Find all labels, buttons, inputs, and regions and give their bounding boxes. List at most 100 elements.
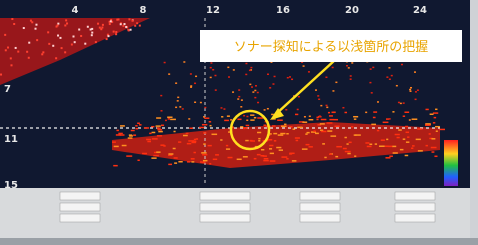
echo-dot [411, 147, 413, 149]
echo-dot [120, 125, 125, 127]
echo-dot [128, 137, 133, 139]
echo-dot [188, 118, 190, 120]
echo-dot [289, 126, 292, 128]
echo-dot [257, 92, 259, 94]
echo-dot [284, 124, 286, 126]
echo-dot [403, 138, 406, 140]
echo-dot [238, 89, 240, 91]
left-label: 11 [4, 134, 18, 145]
echo-dot [354, 155, 356, 157]
echo-dot [161, 125, 164, 127]
echo-dot [122, 145, 127, 147]
echo-dot [35, 24, 37, 26]
echo-dot [263, 124, 266, 126]
echo-dot [126, 155, 132, 157]
echo-dot [286, 158, 288, 160]
echo-dot [116, 19, 118, 21]
echo-dot [4, 34, 6, 36]
echo-dot [227, 115, 230, 117]
echo-dot [246, 120, 248, 122]
echo-dot [188, 140, 194, 142]
echo-dot [430, 114, 434, 116]
echo-dot [215, 89, 217, 91]
echo-dot [335, 156, 338, 158]
echo-dot [199, 127, 204, 128]
echo-dot [178, 141, 181, 143]
echo-dot [375, 143, 377, 145]
echo-dot [175, 107, 177, 109]
echo-dot [232, 91, 234, 93]
echo-dot [175, 82, 177, 84]
echo-dot [388, 146, 393, 148]
echo-dot [317, 95, 319, 97]
echo-dot [13, 23, 15, 25]
echo-dot [91, 32, 93, 34]
echo-dot [203, 143, 206, 145]
echo-dot [403, 115, 405, 117]
echo-dot [129, 134, 132, 136]
echo-dot [107, 35, 109, 37]
echo-dot [214, 75, 216, 77]
echo-dot [257, 132, 261, 134]
echo-dot [373, 111, 377, 113]
echo-dot [434, 117, 436, 119]
echo-dot [322, 143, 325, 145]
echo-dot [371, 92, 373, 94]
echo-dot [309, 146, 313, 148]
echo-dot [133, 134, 136, 136]
echo-dot [410, 87, 412, 89]
echo-dot [245, 74, 247, 76]
echo-dot [389, 118, 391, 120]
echo-dot [385, 157, 390, 159]
echo-dot [396, 85, 398, 87]
echo-dot [28, 57, 30, 59]
echo-dot [274, 140, 276, 142]
echo-dot [295, 114, 298, 116]
echo-dot [316, 117, 318, 119]
echo-dot [190, 86, 192, 88]
echo-dot [321, 131, 326, 133]
left-label: 7 [4, 84, 11, 95]
echo-dot [327, 130, 332, 132]
echo-dot [249, 70, 251, 72]
echo-dot [365, 142, 369, 144]
echo-dot [186, 133, 189, 135]
echo-dot [17, 51, 19, 53]
echo-dot [328, 112, 330, 114]
echo-dot [66, 22, 68, 24]
echo-dot [392, 146, 396, 148]
echo-dot [308, 71, 310, 73]
echo-dot [347, 153, 350, 155]
top-label: 16 [276, 5, 290, 16]
echo-dot [305, 133, 307, 135]
echo-dot [28, 42, 30, 44]
echo-dot [41, 53, 43, 55]
echo-dot [431, 151, 434, 153]
echo-dot [329, 115, 333, 117]
echo-dot [403, 102, 405, 104]
echo-dot [264, 158, 269, 160]
echo-dot [163, 145, 165, 147]
echo-dot [201, 152, 206, 154]
echo-dot [367, 146, 372, 148]
top-label: 8 [140, 5, 147, 16]
top-label: 12 [206, 5, 220, 16]
echo-dot [11, 18, 13, 20]
echo-dot [425, 109, 428, 111]
echo-dot [189, 128, 192, 130]
echo-dot [350, 75, 352, 77]
echo-dot [291, 79, 293, 81]
echo-dot [52, 45, 54, 47]
echo-dot [26, 51, 28, 53]
echo-dot [436, 130, 438, 132]
echo-dot [369, 144, 372, 146]
echo-dot [167, 116, 172, 118]
echo-dot [386, 76, 388, 78]
echo-dot [353, 116, 358, 118]
echo-dot [157, 129, 162, 131]
echo-dot [0, 74, 2, 76]
echo-dot [115, 31, 117, 33]
echo-dot [401, 64, 403, 66]
monitor-bezel [0, 238, 478, 245]
echo-dot [71, 43, 73, 45]
